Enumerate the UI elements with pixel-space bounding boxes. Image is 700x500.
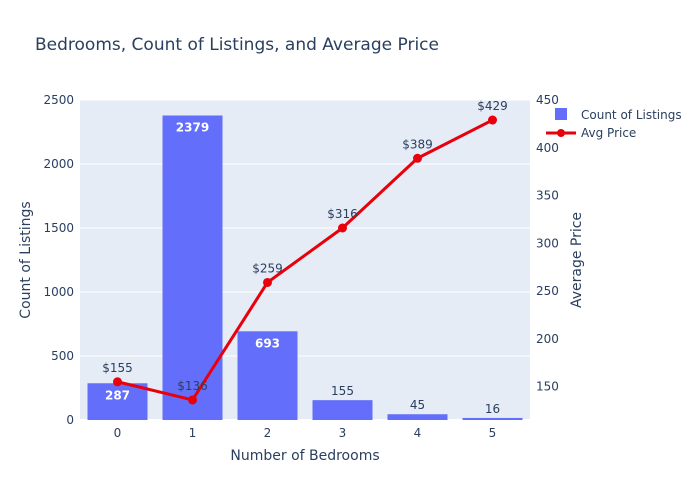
y2-tick-label: 250 [536,284,559,298]
x-tick-label: 1 [189,426,197,440]
bar[interactable] [312,400,373,420]
y-tick-label: 2500 [43,93,74,107]
price-point[interactable] [113,377,122,387]
price-value-label: $389 [402,137,433,151]
legend-label-count: Count of Listings [581,108,682,122]
bar-value-label: 155 [331,384,354,398]
legend[interactable]: Count of Listings Avg Price [546,108,682,140]
y2-tick-label: 350 [536,189,559,203]
bar-value-label: 693 [255,336,280,350]
price-point[interactable] [188,395,197,405]
legend-item-count[interactable]: Count of Listings [555,108,682,122]
y2-axis-ticks: 150 200 250 300 350 400 450 [536,93,559,394]
y-tick-label: 0 [66,413,74,427]
bar-value-label: 45 [410,398,425,412]
x-tick-label: 3 [339,426,347,440]
bar-value-label: 16 [485,402,500,416]
x-tick-label: 5 [489,426,497,440]
y2-tick-label: 400 [536,141,559,155]
bar-value-label: 2379 [176,120,209,134]
price-value-label: $429 [477,99,508,113]
x-tick-label: 0 [114,426,122,440]
price-point[interactable] [488,115,497,125]
grid [80,99,530,421]
bar[interactable] [87,383,148,420]
legend-label-price: Avg Price [581,126,636,140]
price-value-label: $155 [102,361,133,375]
y-tick-label: 1500 [43,221,74,235]
plot-area [80,100,530,420]
bar[interactable] [162,115,223,420]
x-tick-label: 2 [264,426,272,440]
x-tick-label: 4 [414,426,422,440]
legend-item-price[interactable]: Avg Price [546,126,636,140]
price-point[interactable] [338,223,347,233]
bar[interactable] [387,414,448,420]
y2-axis-title: Average Price [569,212,585,308]
chart-title: Bedrooms, Count of Listings, and Average… [35,35,439,55]
y-axis-ticks: 0 500 1000 1500 2000 2500 [43,93,74,427]
bar[interactable] [237,331,298,420]
x-axis-ticks: 0 1 2 3 4 5 [114,426,497,440]
y2-tick-label: 200 [536,332,559,346]
x-axis-title: Number of Bedrooms [230,448,379,464]
y-tick-label: 2000 [43,157,74,171]
price-line [117,118,494,402]
y-tick-label: 1000 [43,285,74,299]
data-labels: 287 2379 693 155 45 16 $155 $136 $259 $316 $389 $42… [102,99,508,416]
bar-value-label: 287 [105,388,130,402]
y-tick-label: 500 [51,349,74,363]
price-line-layer [113,115,497,405]
y2-tick-label: 300 [536,236,559,250]
bar[interactable] [462,417,523,420]
y2-tick-label: 450 [536,93,559,107]
legend-marker-price [557,129,565,137]
price-value-label: $259 [252,261,283,275]
price-value-label: $136 [177,379,208,393]
y2-tick-label: 150 [536,380,559,394]
legend-swatch-count [555,108,567,120]
y-axis-title: Count of Listings [18,201,34,318]
price-value-label: $316 [327,207,358,221]
price-point[interactable] [263,277,272,287]
price-point[interactable] [413,153,422,163]
